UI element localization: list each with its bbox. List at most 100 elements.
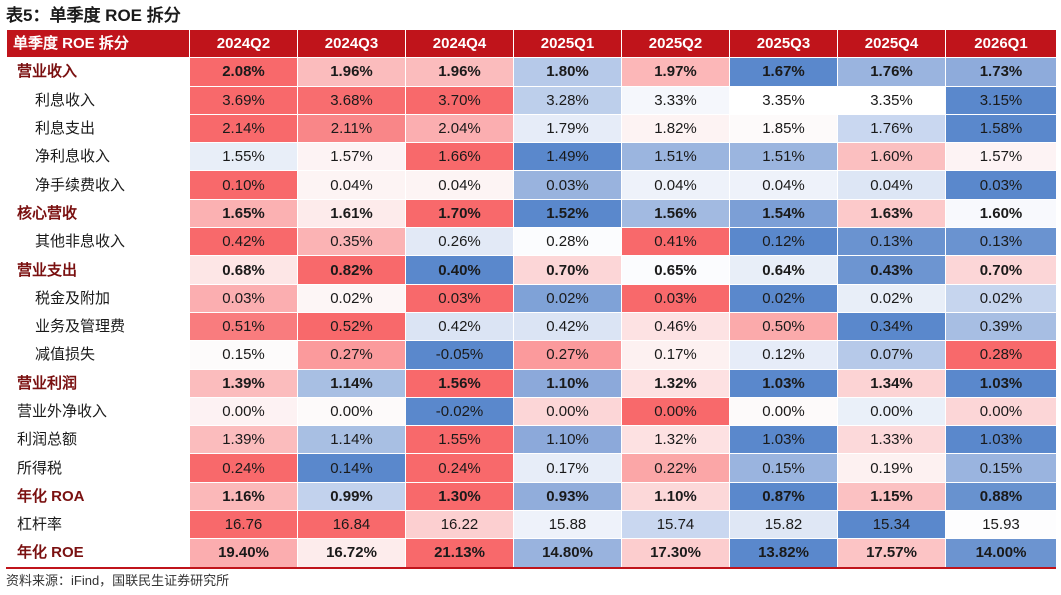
value-cell: 1.10% xyxy=(513,368,622,398)
value-cell: 1.60% xyxy=(945,198,1057,229)
value-cell: 0.00% xyxy=(621,396,730,427)
value-cell: 0.93% xyxy=(513,481,622,512)
value-cell: 0.27% xyxy=(297,340,406,370)
value-cell: 2.08% xyxy=(189,57,298,87)
row-label: 所得税 xyxy=(6,453,190,483)
row-label: 营业外净收入 xyxy=(6,396,190,427)
table-row: 营业利润 1.39% 1.14% 1.56% 1.10% 1.32% 1.03% 1.34% 1… xyxy=(6,368,1057,398)
value-cell: 1.49% xyxy=(513,142,622,172)
header-row: 单季度 ROE 拆分 2024Q2 2024Q3 2024Q4 2025Q1 2… xyxy=(6,28,1057,59)
value-cell: 0.41% xyxy=(621,227,730,257)
value-cell: 0.02% xyxy=(729,283,838,313)
value-cell: 2.14% xyxy=(189,113,298,144)
value-cell: 14.00% xyxy=(945,538,1057,568)
value-cell: 1.65% xyxy=(189,198,298,229)
table-row: 净手续费收入 0.10% 0.04% 0.04% 0.03% 0.04% 0.04% 0.04… xyxy=(6,170,1057,200)
table-row: 年化 ROE 19.40% 16.72% 21.13% 14.80% 17.30% 13.8… xyxy=(6,538,1057,568)
value-cell: 1.39% xyxy=(189,368,298,398)
value-cell: 0.12% xyxy=(729,340,838,370)
value-cell: 0.50% xyxy=(729,311,838,342)
value-cell: 3.33% xyxy=(621,85,730,115)
value-cell: 13.82% xyxy=(729,538,838,568)
value-cell: 17.30% xyxy=(621,538,730,568)
value-cell: 1.52% xyxy=(513,198,622,229)
value-cell: 1.61% xyxy=(297,198,406,229)
row-label: 利息支出 xyxy=(6,113,190,144)
value-cell: 0.22% xyxy=(621,453,730,483)
row-label: 营业利润 xyxy=(6,368,190,398)
value-cell: 0.17% xyxy=(513,453,622,483)
value-cell: 1.80% xyxy=(513,57,622,87)
value-cell: 0.17% xyxy=(621,340,730,370)
value-cell: 3.35% xyxy=(837,85,946,115)
value-cell: 0.46% xyxy=(621,311,730,342)
value-cell: 0.03% xyxy=(189,283,298,313)
value-cell: 15.82 xyxy=(729,510,838,540)
value-cell: 0.12% xyxy=(729,227,838,257)
value-cell: 15.74 xyxy=(621,510,730,540)
value-cell: 0.04% xyxy=(297,170,406,200)
value-cell: 1.57% xyxy=(297,142,406,172)
header-period: 2026Q1 xyxy=(945,28,1057,59)
header-period: 2024Q4 xyxy=(405,28,514,59)
value-cell: -0.05% xyxy=(405,340,514,370)
value-cell: 0.51% xyxy=(189,311,298,342)
table-row: 业务及管理费 0.51% 0.52% 0.42% 0.42% 0.46% 0.50% 0.34… xyxy=(6,311,1057,342)
value-cell: 1.03% xyxy=(729,368,838,398)
row-label: 杠杆率 xyxy=(6,510,190,540)
value-cell: 3.69% xyxy=(189,85,298,115)
value-cell: 1.51% xyxy=(729,142,838,172)
value-cell: 0.82% xyxy=(297,255,406,285)
value-cell: 0.03% xyxy=(513,170,622,200)
table-row: 其他非息收入 0.42% 0.35% 0.26% 0.28% 0.41% 0.12% 0.13… xyxy=(6,227,1057,257)
row-label: 税金及附加 xyxy=(6,283,190,313)
value-cell: 1.55% xyxy=(405,425,514,455)
value-cell: 1.03% xyxy=(945,368,1057,398)
value-cell: 1.67% xyxy=(729,57,838,87)
value-cell: 0.87% xyxy=(729,481,838,512)
value-cell: 17.57% xyxy=(837,538,946,568)
table-row: 利息支出 2.14% 2.11% 2.04% 1.79% 1.82% 1.85% 1.76% 1… xyxy=(6,113,1057,144)
value-cell: 0.15% xyxy=(945,453,1057,483)
value-cell: 1.03% xyxy=(945,425,1057,455)
value-cell: 0.70% xyxy=(945,255,1057,285)
table-row: 营业外净收入 0.00% 0.00% -0.02% 0.00% 0.00% 0.00% 0.0… xyxy=(6,396,1057,427)
header-corner: 单季度 ROE 拆分 xyxy=(6,28,190,59)
table-row: 减值损失 0.15% 0.27% -0.05% 0.27% 0.17% 0.12% 0.07%… xyxy=(6,340,1057,370)
value-cell: 0.07% xyxy=(837,340,946,370)
value-cell: 0.02% xyxy=(837,283,946,313)
value-cell: 0.19% xyxy=(837,453,946,483)
table-row: 税金及附加 0.03% 0.02% 0.03% 0.02% 0.03% 0.02% 0.02%… xyxy=(6,283,1057,313)
value-cell: 2.04% xyxy=(405,113,514,144)
row-label: 业务及管理费 xyxy=(6,311,190,342)
value-cell: 1.79% xyxy=(513,113,622,144)
value-cell: 1.56% xyxy=(621,198,730,229)
value-cell: 1.96% xyxy=(405,57,514,87)
value-cell: 0.35% xyxy=(297,227,406,257)
value-cell: 0.40% xyxy=(405,255,514,285)
value-cell: 1.33% xyxy=(837,425,946,455)
value-cell: 15.88 xyxy=(513,510,622,540)
table-row: 利润总额 1.39% 1.14% 1.55% 1.10% 1.32% 1.03% 1.33% 1… xyxy=(6,425,1057,455)
value-cell: 2.11% xyxy=(297,113,406,144)
value-cell: 1.32% xyxy=(621,368,730,398)
value-cell: 0.26% xyxy=(405,227,514,257)
value-cell: 0.00% xyxy=(837,396,946,427)
header-period: 2025Q1 xyxy=(513,28,622,59)
value-cell: -0.02% xyxy=(405,396,514,427)
value-cell: 0.64% xyxy=(729,255,838,285)
value-cell: 1.96% xyxy=(297,57,406,87)
value-cell: 0.70% xyxy=(513,255,622,285)
value-cell: 1.85% xyxy=(729,113,838,144)
value-cell: 1.10% xyxy=(513,425,622,455)
row-label: 利息收入 xyxy=(6,85,190,115)
value-cell: 1.10% xyxy=(621,481,730,512)
value-cell: 1.55% xyxy=(189,142,298,172)
value-cell: 1.70% xyxy=(405,198,514,229)
value-cell: 1.14% xyxy=(297,368,406,398)
value-cell: 0.65% xyxy=(621,255,730,285)
value-cell: 1.58% xyxy=(945,113,1057,144)
value-cell: 0.02% xyxy=(513,283,622,313)
value-cell: 0.88% xyxy=(945,481,1057,512)
value-cell: 0.00% xyxy=(297,396,406,427)
